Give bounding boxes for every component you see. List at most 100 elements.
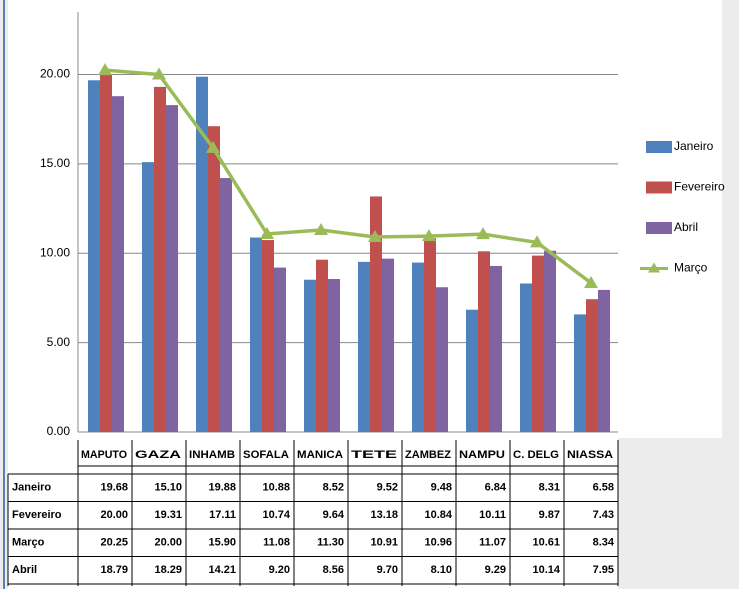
- table-cell: 7.95: [593, 564, 614, 576]
- table-cell: 15.10: [154, 482, 182, 494]
- table-cell: 11.07: [479, 537, 506, 549]
- table-cell: 10.11: [479, 509, 506, 521]
- table-cell: 15.90: [208, 537, 236, 549]
- bar: [304, 279, 316, 432]
- line-marker: [368, 230, 382, 243]
- y-tick-label: 20.00: [40, 67, 70, 81]
- line-marker: [152, 67, 166, 80]
- table-cell: 8.34: [593, 537, 615, 549]
- table-cell: 10.61: [532, 537, 560, 549]
- table-row-label: Março: [12, 537, 45, 549]
- table-cell: 9.87: [539, 509, 560, 521]
- bar: [220, 178, 232, 432]
- bar: [358, 261, 370, 432]
- bar: [166, 105, 178, 432]
- table-header: ZAMBEZ: [405, 449, 451, 461]
- table-cell: 9.52: [377, 482, 398, 494]
- table-cell: 10.84: [424, 509, 452, 521]
- table-cell: 10.96: [424, 537, 452, 549]
- bar: [250, 237, 262, 432]
- table-cell: 19.88: [208, 482, 236, 494]
- table-cell: 9.20: [269, 564, 290, 576]
- bar: [88, 80, 100, 432]
- table-row-label: Abril: [12, 564, 37, 576]
- bar: [370, 196, 382, 432]
- bar: [412, 262, 424, 432]
- table-cell: 11.30: [317, 537, 344, 549]
- table-cell: 20.00: [100, 509, 128, 521]
- table-cell: 8.56: [323, 564, 344, 576]
- line-marker: [314, 223, 328, 236]
- table-cell: 6.58: [593, 482, 614, 494]
- legend-swatch: [646, 222, 672, 234]
- bar: [382, 258, 394, 432]
- table-cell: 8.10: [431, 564, 452, 576]
- table-cell: 10.91: [370, 537, 398, 549]
- bar: [112, 96, 124, 433]
- table-header: SOFALA: [243, 449, 289, 461]
- bar: [262, 240, 274, 432]
- bar: [466, 309, 478, 432]
- table-cell: 6.84: [485, 482, 507, 494]
- bar: [328, 279, 340, 432]
- table-cell: 20.00: [154, 537, 182, 549]
- table-area: [8, 438, 618, 589]
- y-tick-label: 5.00: [47, 335, 71, 349]
- bar: [142, 162, 154, 432]
- bar: [316, 259, 328, 432]
- table-cell: 10.74: [262, 509, 290, 521]
- table-cell: 9.29: [485, 564, 506, 576]
- bar: [544, 250, 556, 432]
- bar: [586, 299, 598, 432]
- bar: [100, 74, 112, 432]
- data-table: MAPUTO GAZA INHAMB SOFALA MANICA TETE ZAMBEZ NA…: [7, 440, 619, 586]
- line-marker: [422, 229, 436, 242]
- table-header: MANICA: [297, 449, 343, 461]
- table-cell: 8.31: [539, 482, 560, 494]
- table-cell: 18.29: [154, 564, 182, 576]
- table-cell: 19.31: [154, 509, 182, 521]
- legend-label: Janeiro: [674, 139, 714, 153]
- table-row-label: Fevereiro: [12, 509, 62, 521]
- table-header: C. DELG: [513, 449, 559, 461]
- table-header: GAZA: [135, 449, 181, 461]
- line-marker: [260, 226, 274, 239]
- table-header: TETE: [351, 449, 397, 461]
- line-marker: [530, 235, 544, 248]
- table-header: MAPUTO: [81, 449, 127, 461]
- bar: [574, 314, 586, 432]
- y-tick-label: 15.00: [40, 156, 70, 170]
- table-cell: 17.11: [209, 509, 236, 521]
- y-tick-label: 0.00: [47, 424, 71, 438]
- table-cell: 9.48: [431, 482, 452, 494]
- table-cell: 9.70: [377, 564, 398, 576]
- bar: [154, 86, 166, 433]
- line-marker: [98, 63, 112, 76]
- bar: [532, 255, 544, 432]
- table-header: INHAMB: [189, 449, 235, 461]
- table-cell: 8.52: [323, 482, 344, 494]
- line-marker: [206, 140, 220, 153]
- legend-marker: [648, 262, 660, 273]
- bar: [196, 76, 208, 432]
- legend-label: Março: [674, 261, 708, 275]
- bar: [208, 126, 220, 432]
- legend-label: Fevereiro: [674, 180, 725, 194]
- table-cell: 20.25: [100, 537, 128, 549]
- bar: [424, 238, 436, 432]
- bar: [520, 283, 532, 432]
- table-cell: 19.68: [100, 482, 128, 494]
- bar: [478, 251, 490, 432]
- legend-swatch: [646, 181, 672, 194]
- table-cell: 13.18: [370, 509, 398, 521]
- table-header: NIASSA: [567, 449, 613, 461]
- y-tick-label: 10.00: [40, 245, 70, 259]
- bar: [436, 287, 448, 432]
- line-marker: [584, 275, 598, 288]
- legend-label: Abril: [674, 220, 698, 234]
- table-cell: 14.21: [208, 564, 236, 576]
- bar: [274, 267, 286, 432]
- line-marker: [476, 227, 490, 240]
